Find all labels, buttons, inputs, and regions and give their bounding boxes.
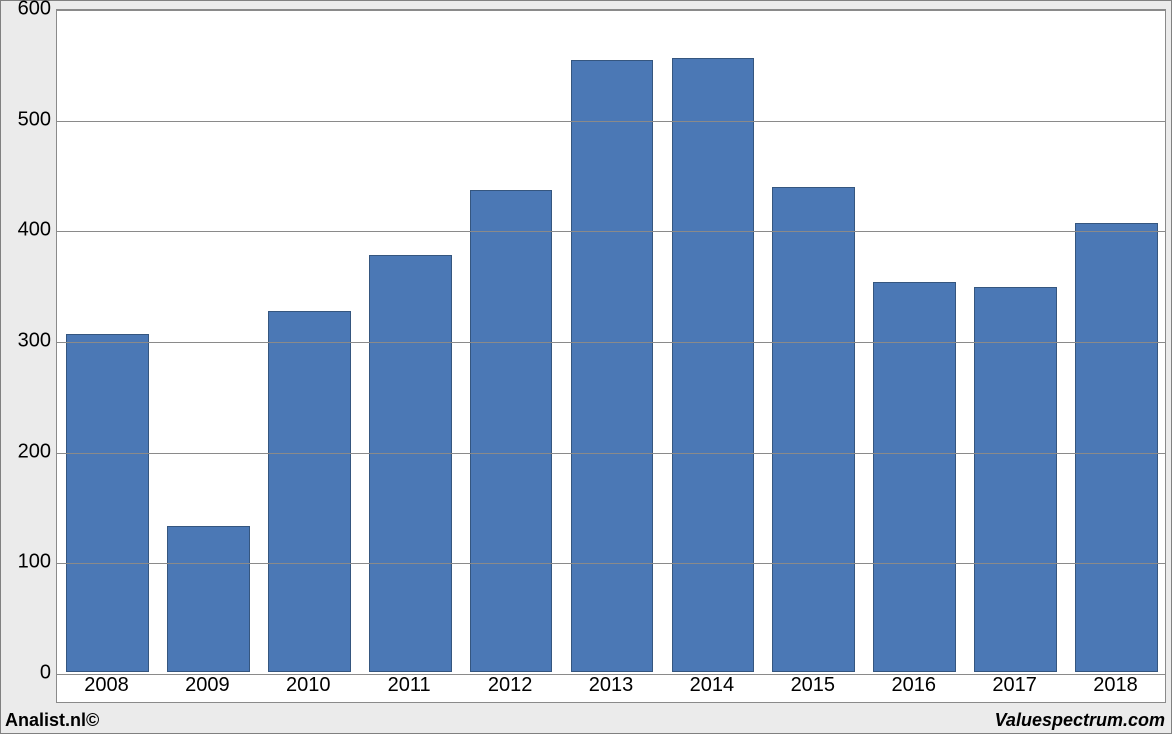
footer-credit-right: Valuespectrum.com [995,710,1165,731]
y-tick-label: 0 [1,662,51,685]
bar-2011 [369,255,452,672]
x-tick-label: 2013 [589,674,634,697]
bar-2009 [167,526,250,672]
bar-2015 [772,187,855,672]
gridline-h [57,563,1165,564]
bar-2012 [470,190,553,673]
y-tick-label: 400 [1,219,51,242]
y-tick-label: 300 [1,330,51,353]
gridline-h [57,453,1165,454]
gridline-h [57,10,1165,11]
y-tick-label: 200 [1,440,51,463]
footer-credit-left: Analist.nl© [5,710,99,731]
chart-frame: 0 100 200 300 400 500 600 2008 2009 2010 2011 2012… [0,0,1172,734]
bar-2017 [974,287,1057,672]
bar-2013 [571,60,654,672]
bar-2014 [672,58,755,672]
x-tick-label: 2015 [791,674,836,697]
gridline-h [57,342,1165,343]
plot-area [56,9,1166,703]
x-tick-label: 2008 [84,674,129,697]
bar-2018 [1075,223,1158,672]
y-tick-label: 600 [1,0,51,21]
x-tick-label: 2017 [992,674,1037,697]
x-tick-label: 2009 [185,674,230,697]
x-tick-label: 2012 [488,674,533,697]
x-tick-label: 2018 [1093,674,1138,697]
gridline-h [57,231,1165,232]
x-tick-label: 2014 [690,674,735,697]
gridline-h [57,121,1165,122]
x-tick-label: 2010 [286,674,331,697]
bars-layer [57,10,1165,702]
y-tick-label: 100 [1,551,51,574]
bar-2008 [66,334,149,672]
y-tick-label: 500 [1,108,51,131]
bar-2010 [268,311,351,672]
bar-2016 [873,282,956,672]
x-tick-label: 2011 [388,674,431,697]
x-tick-label: 2016 [891,674,936,697]
